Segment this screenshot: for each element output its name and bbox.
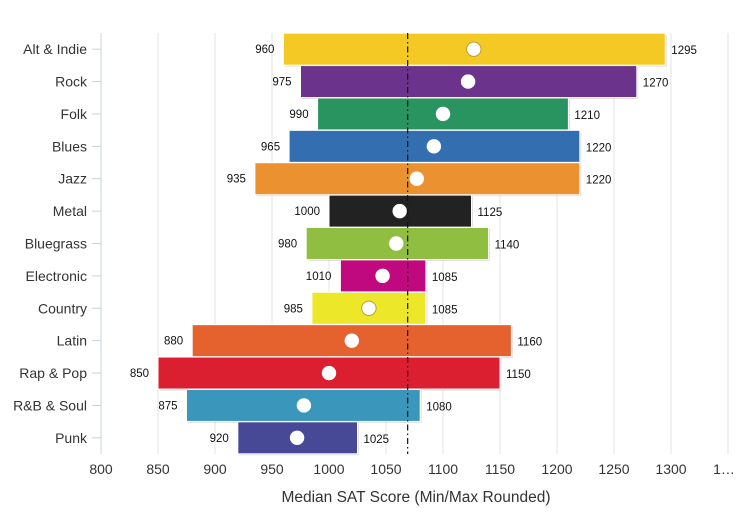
x-tick-label: 1050 <box>370 461 401 477</box>
max-value-label: 1140 <box>495 240 520 252</box>
median-marker <box>321 365 337 381</box>
max-value-label: 1220 <box>586 175 612 187</box>
median-marker <box>375 268 390 284</box>
median-marker <box>344 333 359 348</box>
category-label: Jazz <box>58 171 87 187</box>
category-label: Blues <box>52 138 87 154</box>
min-value-label: 975 <box>272 77 291 89</box>
x-tick-label: 850 <box>146 461 170 477</box>
min-value-label: 875 <box>158 400 177 412</box>
category-labels: Alt & Indie Rock Folk Blues Jazz Metal Bluegra… <box>13 41 101 446</box>
max-value-label: 1160 <box>517 337 542 349</box>
median-marker <box>389 236 404 251</box>
median-marker <box>361 300 377 316</box>
max-value-label: 1220 <box>586 142 612 154</box>
category-label: Bluegrass <box>25 236 87 252</box>
min-value-label: 965 <box>261 141 280 153</box>
max-value-label: 1125 <box>478 207 503 219</box>
x-tick-label: 1300 <box>655 461 686 477</box>
min-value-label: 980 <box>278 239 297 251</box>
x-tick-labels: 800 850 900 950 1000 1050 1100 1150 1200 1250 1300… <box>89 461 735 477</box>
median-marker <box>296 398 312 413</box>
min-value-label: 985 <box>284 303 303 315</box>
x-tick-label: 1150 <box>485 461 515 477</box>
x-axis-title: Median SAT Score (Min/Max Rounded) <box>281 489 550 506</box>
max-value-label: 1150 <box>506 369 531 381</box>
min-value-label: 1000 <box>294 206 320 218</box>
x-tick-label: 900 <box>203 461 227 477</box>
median-marker <box>392 203 407 219</box>
max-value-label: 1295 <box>671 45 697 57</box>
category-label: R&B & Soul <box>13 397 87 413</box>
min-value-label: 850 <box>130 368 149 380</box>
max-value-label: 1025 <box>364 434 390 446</box>
category-label: Rock <box>55 74 88 90</box>
category-label: Electronic <box>26 268 87 284</box>
min-value-label: 960 <box>255 44 274 56</box>
min-value-label: 990 <box>289 109 308 121</box>
x-tick-label: 1… <box>713 461 735 477</box>
min-value-label: 920 <box>210 433 229 445</box>
median-marker <box>466 41 482 57</box>
max-value-label: 1080 <box>426 401 452 413</box>
category-label: Rap & Pop <box>19 365 87 381</box>
category-label: Alt & Indie <box>23 41 87 57</box>
category-label: Latin <box>57 333 87 349</box>
median-marker <box>426 139 442 154</box>
median-marker <box>289 430 305 446</box>
min-value-label: 935 <box>227 174 246 186</box>
median-markers <box>289 41 482 446</box>
x-tick-label: 1000 <box>313 461 344 477</box>
category-label: Country <box>38 300 87 316</box>
x-tick-label: 1200 <box>541 461 572 477</box>
x-tick-label: 950 <box>260 461 284 477</box>
max-value-label: 1270 <box>643 78 669 90</box>
x-tick-label: 1100 <box>428 461 458 477</box>
bars <box>157 32 667 456</box>
min-value-label: 880 <box>164 336 183 348</box>
max-value-label: 1085 <box>432 272 458 284</box>
category-label: Punk <box>55 430 88 446</box>
max-value-label: 1085 <box>432 304 458 316</box>
value-labels: 960 1295 975 1270 990 1210 965 1220 935 1220 1000 1… <box>130 44 697 446</box>
x-tick-label: 800 <box>89 461 113 477</box>
category-label: Folk <box>61 106 88 122</box>
median-marker <box>409 171 424 186</box>
median-marker <box>460 74 476 89</box>
range-bar <box>288 129 581 163</box>
median-marker <box>435 106 451 122</box>
min-value-label: 1010 <box>306 271 332 283</box>
category-label: Metal <box>53 203 87 219</box>
x-tick-label: 1250 <box>598 461 629 477</box>
max-value-label: 1210 <box>574 110 600 122</box>
